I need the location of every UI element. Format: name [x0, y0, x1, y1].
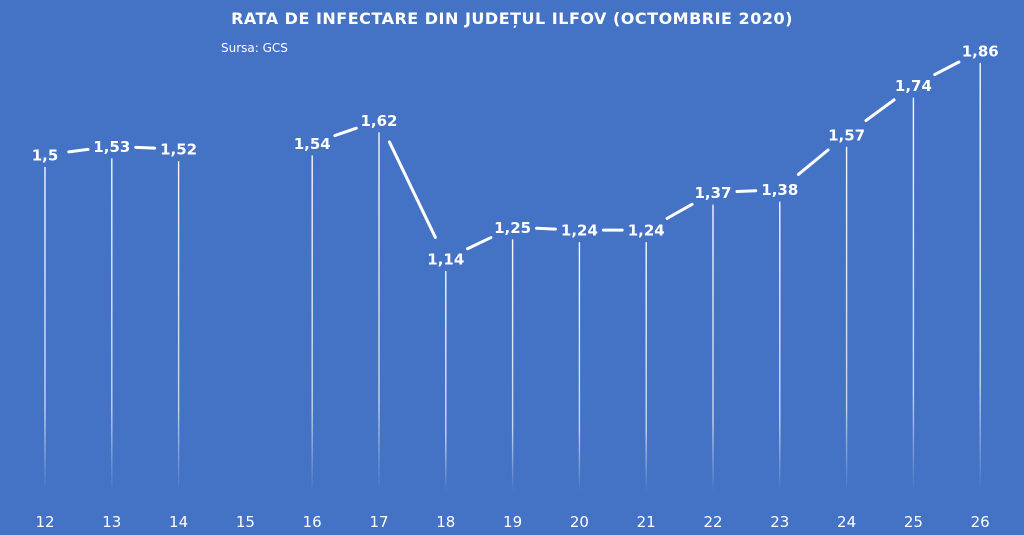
data-label-24: 1,57 — [828, 126, 865, 144]
x-tick-22: 22 — [703, 513, 722, 531]
data-label-13: 1,53 — [93, 138, 130, 156]
drop-line-25 — [912, 97, 915, 492]
x-tick-16: 16 — [303, 513, 322, 531]
drop-line-19 — [511, 239, 514, 492]
x-tick-25: 25 — [904, 513, 923, 531]
series-segment-19-20 — [535, 226, 557, 231]
drop-line-21 — [645, 242, 647, 492]
x-tick-21: 21 — [637, 513, 656, 531]
x-tick-13: 13 — [102, 513, 121, 531]
data-label-17: 1,62 — [360, 112, 397, 130]
data-label-25: 1,74 — [895, 77, 932, 95]
x-tick-17: 17 — [369, 513, 388, 531]
drop-line-13 — [111, 158, 113, 492]
series-segment-18-19 — [465, 236, 493, 251]
data-label-22: 1,37 — [694, 184, 731, 202]
data-label-14: 1,52 — [160, 141, 197, 159]
drop-line-20 — [578, 242, 581, 492]
series-segment-17-18 — [387, 140, 437, 239]
drop-line-26 — [979, 62, 981, 493]
drop-line-16 — [311, 155, 313, 492]
drop-line-18 — [445, 271, 447, 492]
series-segment-25-26 — [933, 60, 961, 77]
drop-line-23 — [779, 201, 781, 492]
drop-line-14 — [177, 161, 180, 492]
data-label-23: 1,38 — [761, 181, 798, 199]
series-segment-16-17 — [333, 126, 358, 138]
drop-line-24 — [845, 146, 848, 492]
series-segment-23-24 — [796, 148, 830, 176]
series-segment-21-22 — [665, 202, 694, 220]
chart-title: RATA DE INFECTARE DIN JUDEȚUL ILFOV (OCT… — [231, 9, 793, 28]
x-tick-18: 18 — [436, 513, 455, 531]
data-label-26: 1,86 — [962, 42, 999, 60]
x-tick-14: 14 — [169, 513, 188, 531]
data-label-21: 1,24 — [628, 222, 665, 240]
x-tick-24: 24 — [837, 513, 856, 531]
x-tick-15: 15 — [236, 513, 255, 531]
x-tick-20: 20 — [570, 513, 589, 531]
x-tick-23: 23 — [770, 513, 789, 531]
data-label-16: 1,54 — [294, 135, 331, 153]
series-segment-22-23 — [735, 189, 758, 194]
series-segment-24-25 — [864, 98, 896, 123]
drop-line-17 — [378, 132, 380, 492]
data-label-20: 1,24 — [561, 222, 598, 240]
chart-source: Sursa: GCS — [221, 41, 288, 55]
data-label-18: 1,14 — [427, 251, 464, 269]
x-tick-26: 26 — [971, 513, 990, 531]
series-segment-13-14 — [134, 145, 157, 150]
x-tick-12: 12 — [35, 513, 54, 531]
drop-line-12 — [44, 167, 46, 492]
series-segment-12-13 — [67, 147, 90, 154]
data-label-12: 1,5 — [32, 147, 59, 165]
x-tick-19: 19 — [503, 513, 522, 531]
drop-line-22 — [712, 204, 714, 492]
data-label-19: 1,25 — [494, 219, 531, 237]
